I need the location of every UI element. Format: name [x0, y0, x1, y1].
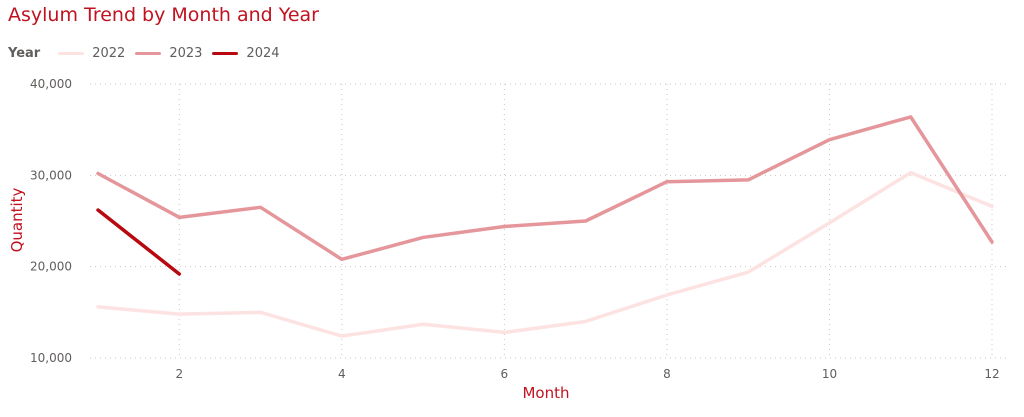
y-tick-label: 30,000	[30, 168, 72, 182]
x-tick-label: 12	[984, 367, 999, 381]
legend-item-2024[interactable]: 2024	[212, 45, 280, 61]
x-tick-label: 8	[663, 367, 671, 381]
x-tick-label: 10	[822, 367, 837, 381]
series-lines	[96, 115, 994, 338]
legend: Year 2022 2023 2024	[8, 43, 290, 63]
legend-swatch-2024	[212, 51, 239, 55]
legend-item-2022[interactable]: 2022	[58, 46, 125, 61]
series-line-2023[interactable]	[96, 115, 994, 262]
legend-item-2023[interactable]: 2023	[135, 46, 202, 61]
legend-swatch-2023	[135, 51, 162, 55]
legend-swatch-2022	[58, 51, 85, 55]
x-tick-label: 2	[175, 367, 183, 381]
y-tick-label: 40,000	[30, 77, 72, 91]
y-axis-ticks: 10,000 20,000 30,000 40,000	[30, 77, 72, 365]
y-tick-label: 20,000	[30, 260, 72, 274]
x-tick-label: 4	[338, 367, 346, 381]
y-axis-title: Quantity	[8, 187, 26, 252]
x-axis-ticks: 2 4 6 8 10 12	[175, 367, 999, 381]
legend-label-2023: 2023	[169, 45, 203, 61]
gridlines	[90, 83, 1010, 359]
chart-title: Asylum Trend by Month and Year	[8, 4, 319, 26]
y-tick-label: 10,000	[30, 351, 72, 365]
legend-label-2022: 2022	[92, 45, 126, 61]
series-line-2024[interactable]	[96, 208, 182, 276]
x-axis-title: Month	[522, 384, 569, 402]
legend-title: Year	[8, 45, 41, 61]
x-tick-label: 6	[501, 367, 509, 381]
series-line-2022[interactable]	[96, 170, 994, 338]
legend-label-2024: 2024	[246, 45, 280, 61]
